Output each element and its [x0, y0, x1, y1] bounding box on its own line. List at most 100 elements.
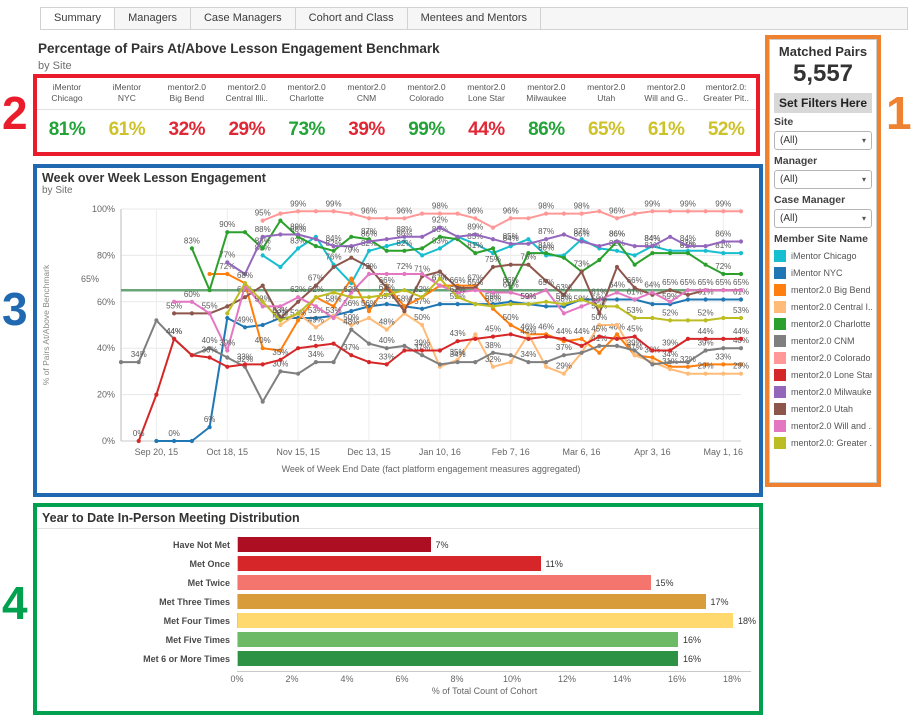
svg-text:61%: 61%	[591, 288, 607, 297]
sidebar-inner: Matched Pairs 5,557 Set Filters Here Sit…	[769, 39, 877, 483]
filters-container: Site (All) ▾ Manager (All) ▾ Case Manager (All)…	[774, 116, 872, 228]
legend-label: iMentor Chicago	[791, 250, 857, 261]
svg-text:86%: 86%	[396, 230, 412, 239]
bar-axis-title: % of Total Count of Cohort	[431, 686, 538, 696]
site-name: mentor2.0 Lone Star	[456, 78, 517, 110]
bar-value-label: 15%	[655, 577, 674, 588]
svg-text:61%: 61%	[627, 288, 643, 297]
svg-text:39%: 39%	[219, 339, 235, 348]
benchmark-value: 65%	[587, 119, 625, 140]
benchmark-column-lone-star: mentor2.0 Lone Star 44%	[456, 78, 517, 152]
legend-item-imentor-chicago[interactable]: iMentor Chicago	[774, 247, 872, 264]
svg-text:44%: 44%	[698, 327, 714, 336]
bar[interactable]	[238, 651, 678, 666]
svg-text:50%: 50%	[343, 313, 359, 322]
line-chart-panel: Week over Week Lesson Engagement by Site…	[33, 164, 763, 497]
svg-text:83%: 83%	[432, 236, 448, 245]
bar-axis-tick: 8%	[450, 674, 464, 684]
bar-category-label: Met Three Times	[159, 596, 230, 607]
filter-dropdown-case-manager[interactable]: (All) ▾	[774, 209, 872, 228]
legend-swatch	[774, 283, 786, 296]
filter-dropdown-manager[interactable]: (All) ▾	[774, 170, 872, 189]
legend-swatch	[774, 368, 786, 381]
svg-text:81%: 81%	[715, 241, 731, 250]
bar-value-label: 16%	[683, 653, 702, 664]
legend-swatch	[774, 266, 786, 279]
svg-text:67%: 67%	[467, 274, 483, 283]
svg-text:75%: 75%	[485, 255, 501, 264]
svg-text:59%: 59%	[556, 292, 572, 301]
svg-text:44%: 44%	[166, 327, 182, 336]
bar[interactable]	[238, 537, 431, 552]
tab-summary[interactable]: Summary	[41, 8, 116, 29]
tab-case-managers[interactable]: Case Managers	[190, 8, 296, 29]
tab-managers[interactable]: Managers	[115, 8, 191, 29]
line-chart-title: Week over Week Lesson Engagement	[42, 171, 266, 185]
svg-text:96%: 96%	[609, 206, 625, 215]
svg-text:88%: 88%	[255, 225, 271, 234]
tab-cohort-and-class[interactable]: Cohort and Class	[295, 8, 408, 29]
bar[interactable]	[238, 556, 541, 571]
svg-text:95%: 95%	[255, 209, 271, 218]
svg-text:39%: 39%	[662, 339, 678, 348]
svg-text:60%: 60%	[97, 297, 115, 307]
annotation-1: 1	[886, 87, 912, 139]
svg-text:46%: 46%	[520, 322, 536, 331]
legend-item-mentor2-0-charlotte[interactable]: mentor2.0 Charlotte	[774, 315, 872, 332]
legend-label: mentor2.0 Will and ...	[791, 420, 872, 431]
svg-text:20%: 20%	[97, 390, 115, 400]
svg-text:59%: 59%	[662, 292, 678, 301]
filter-dropdown-site[interactable]: (All) ▾	[774, 131, 872, 150]
tab-mentees-and-mentors[interactable]: Mentees and Mentors	[407, 8, 542, 29]
svg-text:45%: 45%	[591, 325, 607, 334]
annotation-4: 4	[2, 577, 28, 629]
legend-item-mentor2-0-greater[interactable]: mentor2.0: Greater ...	[774, 434, 872, 451]
bar-axis-tick: 12%	[557, 674, 577, 684]
legend-label: mentor2.0 Utah	[791, 403, 854, 414]
legend-label: mentor2.0 Charlotte	[791, 318, 871, 329]
site-name: iMentor Chicago	[37, 78, 97, 110]
svg-text:98%: 98%	[432, 202, 448, 211]
svg-text:34%: 34%	[450, 350, 466, 359]
bar[interactable]	[238, 632, 678, 647]
site-name: mentor2.0 CNM	[336, 78, 397, 110]
bar-category-label: Met Four Times	[163, 615, 230, 626]
svg-text:65%: 65%	[680, 278, 696, 287]
legend-item-imentor-nyc[interactable]: iMentor NYC	[774, 264, 872, 281]
legend-item-mentor2-0-cnm[interactable]: mentor2.0 CNM	[774, 332, 872, 349]
legend-item-mentor2-0-will-and[interactable]: mentor2.0 Will and ...	[774, 417, 872, 434]
svg-text:62%: 62%	[237, 285, 253, 294]
legend-swatch	[774, 436, 786, 449]
legend-item-mentor2-0-colorado[interactable]: mentor2.0 Colorado	[774, 349, 872, 366]
svg-text:99%: 99%	[290, 199, 306, 208]
svg-text:37%: 37%	[627, 343, 643, 352]
svg-text:58%: 58%	[556, 294, 572, 303]
svg-text:62%: 62%	[414, 285, 430, 294]
chevron-down-icon: ▾	[861, 214, 866, 223]
legend-item-mentor2-0-utah[interactable]: mentor2.0 Utah	[774, 400, 872, 417]
legend-swatch	[774, 317, 786, 330]
legend-item-mentor2-0-lone-star[interactable]: mentor2.0 Lone Star	[774, 366, 872, 383]
svg-text:53%: 53%	[326, 306, 342, 315]
legend-item-mentor2-0-central-i[interactable]: mentor2.0 Central I...	[774, 298, 872, 315]
filter-selected-value: (All)	[780, 174, 798, 185]
bar-value-label: 11%	[545, 558, 563, 569]
svg-text:32%: 32%	[485, 355, 501, 364]
svg-text:99%: 99%	[644, 199, 660, 208]
legend-item-mentor2-0-milwaukee[interactable]: mentor2.0 Milwaukee	[774, 383, 872, 400]
filter-selected-value: (All)	[780, 135, 798, 146]
svg-text:58%: 58%	[591, 294, 607, 303]
svg-text:83%: 83%	[255, 236, 271, 245]
svg-text:44%: 44%	[556, 327, 572, 336]
svg-text:86%: 86%	[609, 230, 625, 239]
bar[interactable]	[238, 613, 733, 628]
legend-item-mentor2-0-big-bend[interactable]: mentor2.0 Big Bend	[774, 281, 872, 298]
svg-text:0%: 0%	[133, 429, 145, 438]
svg-text:58%: 58%	[485, 294, 501, 303]
filter-selected-value: (All)	[780, 213, 798, 224]
svg-text:96%: 96%	[467, 206, 483, 215]
bar-axis-tick: 10%	[502, 674, 522, 684]
bar[interactable]	[238, 575, 651, 590]
svg-text:62%: 62%	[308, 285, 324, 294]
bar[interactable]	[238, 594, 706, 609]
